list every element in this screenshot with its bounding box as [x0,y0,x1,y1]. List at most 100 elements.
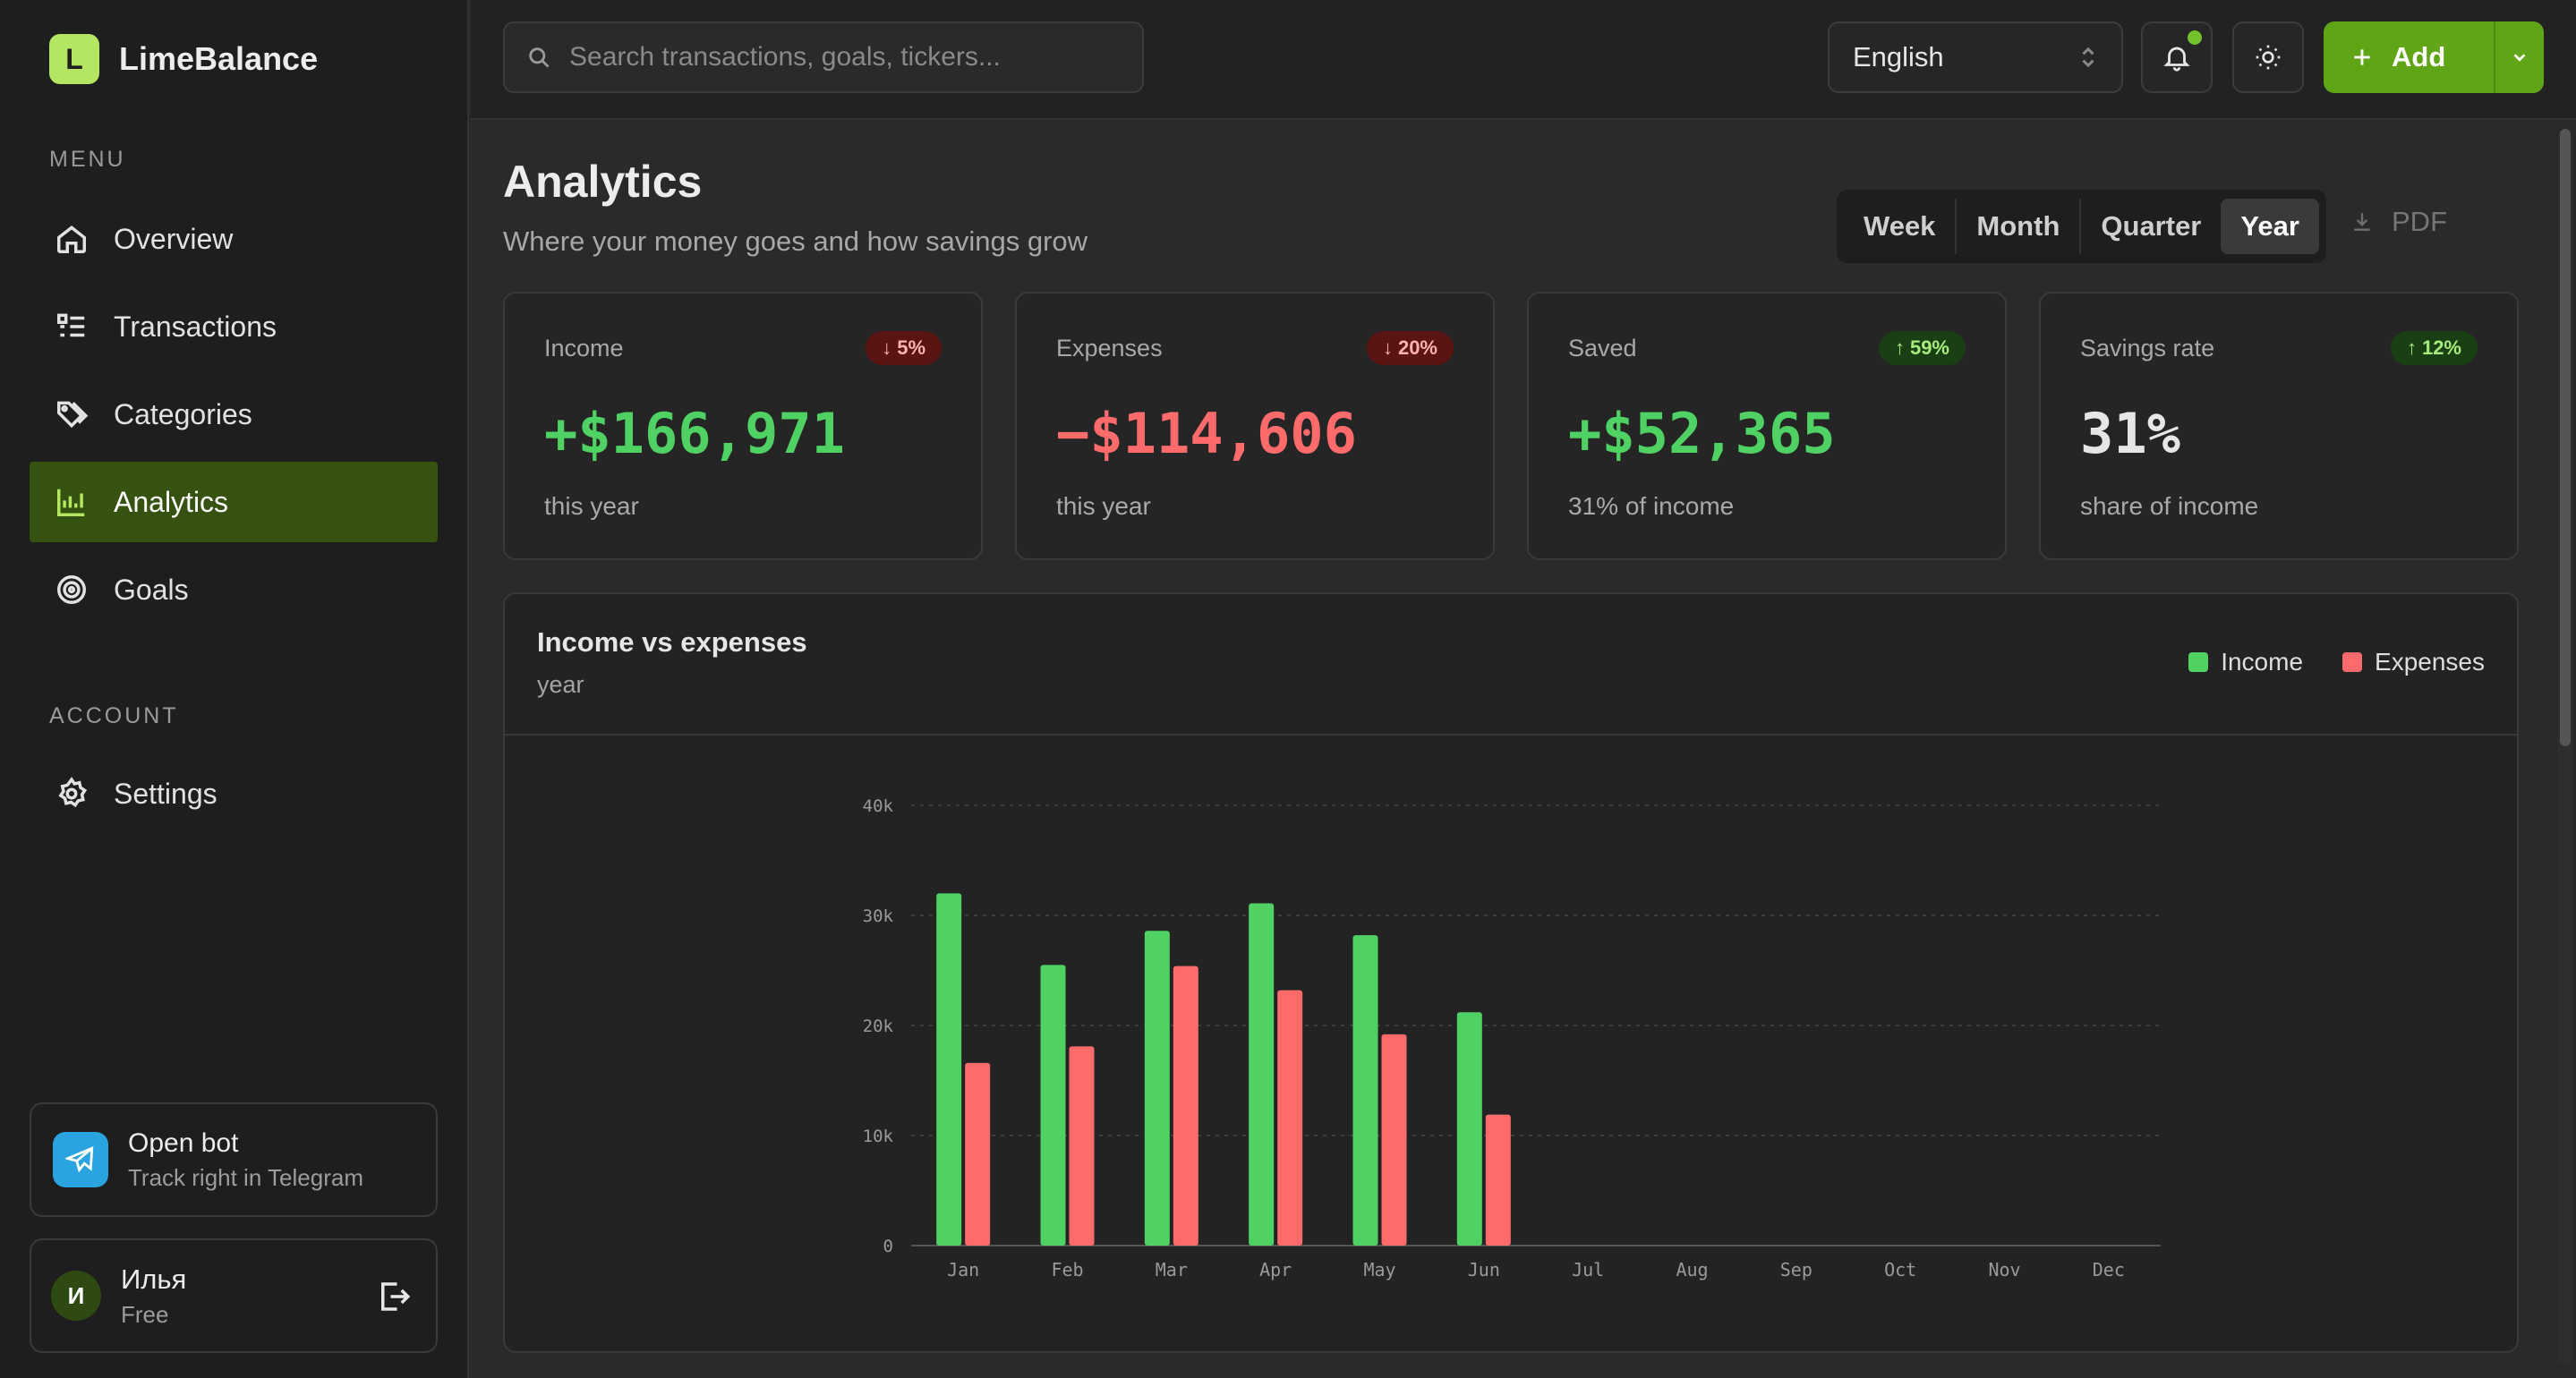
x-tick-label: Nov [1988,1259,2020,1280]
kpi-note: 31% of income [1568,492,1735,520]
x-tick-label: Dec [2093,1259,2125,1280]
add-button[interactable]: Add [2324,21,2544,93]
bar-income [1040,965,1066,1246]
list-icon [57,313,85,337]
x-tick-label: Jun [1468,1259,1500,1280]
bar-income [1249,903,1275,1246]
page-subtitle: Where your money goes and how savings gr… [503,225,1088,257]
y-tick-label: 20k [863,1016,894,1036]
kpi-note: share of income [2080,492,2259,520]
badge-value: 20% [1397,336,1437,359]
kpi-value: −$114,606 [1056,401,1357,466]
theme-toggle-button[interactable] [2232,21,2304,93]
bar-income [1352,935,1378,1246]
pdf-label: PDF [2392,206,2447,237]
sidebar-item-transactions[interactable]: Transactions [30,286,438,367]
sidebar-item-analytics[interactable]: Analytics [30,462,438,542]
period-switcher: Week Month Quarter Year [1837,190,2326,263]
x-tick-label: Aug [1676,1259,1708,1280]
y-tick-label: 40k [863,796,894,816]
sidebar-item-goals[interactable]: Goals [30,549,438,630]
bot-subtitle: Track right in Telegram [128,1163,363,1191]
status-badge: ↓ 20% [1366,331,1454,365]
sidebar-item-overview[interactable]: Overview [30,199,438,279]
account-section-label: ACCOUNT [49,703,179,728]
logout-icon[interactable] [375,1278,413,1315]
x-tick-label: May [1363,1259,1395,1280]
income-vs-expenses-card: Income vs expenses year Income Expenses … [503,592,2519,1353]
y-tick-label: 30k [863,906,894,926]
tags-icon [57,401,89,429]
page-title: Analytics [503,157,703,207]
legend-item-expenses[interactable]: Expenses [2342,648,2485,676]
tab-year[interactable]: Year [2221,199,2319,254]
brand[interactable]: L LimeBalance [49,34,318,84]
language-select[interactable]: English [1828,21,2123,93]
arrow-up-icon: ↑ [2406,336,2417,359]
kpi-label: Income [544,335,624,362]
menu-section-label: MENU [49,147,126,172]
legend-swatch [2188,652,2209,672]
kpi-card-savings-rate: Savings rate ↑ 12% 31% share of income [2039,292,2519,560]
kpi-note: this year [544,492,639,520]
sidebar-item-label: Transactions [114,310,277,343]
kpi-note: this year [1056,492,1151,520]
scrollbar-thumb[interactable] [2560,129,2571,746]
sidebar-item-settings[interactable]: Settings [30,753,438,834]
telegram-icon [53,1132,108,1187]
scrollbar[interactable] [2558,129,2572,1364]
x-tick-label: Feb [1051,1259,1083,1280]
user-plan: Free [121,1300,169,1328]
pdf-button[interactable]: PDF [2350,206,2447,238]
status-badge: ↑ 12% [2390,331,2478,365]
sidebar-item-categories[interactable]: Categories [30,374,438,455]
target-icon [57,575,86,604]
sun-icon [2256,45,2281,70]
kpi-label: Savings rate [2080,335,2215,362]
bar-income [936,893,962,1246]
sidebar-item-label: Settings [114,777,218,810]
download-icon [2354,213,2370,231]
chart-header: Income vs expenses year Income Expenses [505,594,2517,736]
x-tick-label: Mar [1156,1259,1188,1280]
bell-icon [2163,47,2190,72]
tab-week[interactable]: Week [1864,210,1936,242]
kpi-value: +$166,971 [544,401,845,466]
kpi-value: +$52,365 [1568,401,1836,466]
kpi-value: 31% [2080,401,2180,466]
add-button-label: Add [2392,41,2446,72]
x-tick-label: Oct [1884,1259,1916,1280]
open-bot-card[interactable]: Open bot Track right in Telegram [30,1102,438,1217]
income-expenses-bar-chart: 0 10k 20k 30k 40k Jan Feb Mar Apr May Jun Jul Aug Sep… [863,796,2161,1280]
legend-item-income[interactable]: Income [2188,648,2303,676]
search-box[interactable] [503,21,1144,93]
bar-expenses [1485,1114,1511,1246]
badge-value: 5% [897,336,925,359]
notifications-button[interactable] [2141,21,2213,93]
tab-month[interactable]: Month [1976,210,2060,242]
sidebar-item-label: Overview [114,222,234,255]
notification-dot [2188,30,2202,45]
sidebar: L LimeBalance MENU Overview Transactions… [0,0,469,1378]
select-arrows-icon [2082,47,2094,68]
legend-label: Income [2221,648,2304,676]
tab-quarter[interactable]: Quarter [2101,210,2202,242]
search-input[interactable] [569,42,1106,72]
kpi-label: Saved [1568,335,1637,362]
legend-label: Expenses [2375,648,2485,676]
search-icon [529,47,550,68]
status-badge: ↓ 5% [866,331,942,365]
bar-expenses [1277,990,1303,1246]
x-tick-label: Jul [1572,1259,1604,1280]
arrow-up-icon: ↑ [1894,336,1905,359]
bar-expenses [1381,1034,1407,1246]
add-dropdown-toggle[interactable] [2495,47,2544,67]
chart-subtitle: year [537,671,584,698]
sidebar-item-label: Analytics [114,485,229,518]
x-tick-label: Apr [1259,1259,1292,1280]
kpi-label: Expenses [1056,335,1163,362]
home-icon [57,225,86,253]
y-tick-label: 0 [883,1237,893,1256]
divider [2079,199,2082,254]
language-value: English [1853,41,1944,72]
